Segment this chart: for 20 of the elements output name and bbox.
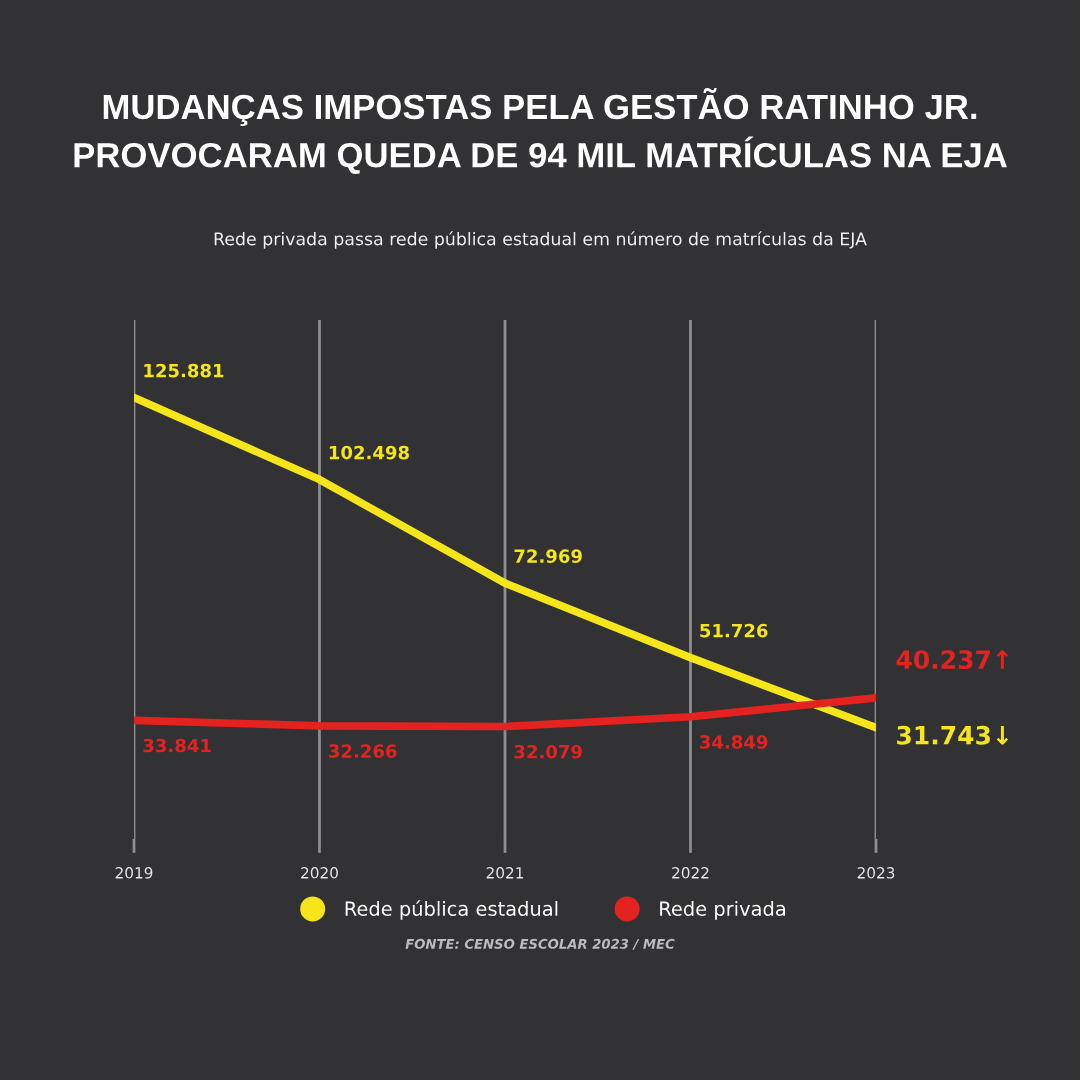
data-label: 32.079 [514, 744, 582, 759]
data-label: 51.726 [700, 623, 768, 638]
data-label: 40.237↑ [896, 650, 1009, 670]
data-label: 34.849 [700, 735, 768, 749]
data-label: 102.498 [329, 445, 409, 460]
data-label: 33.841 [143, 738, 211, 753]
data-label: 32.266 [329, 744, 397, 758]
x-tick-label: 2020 [301, 867, 338, 879]
x-tick-label: 2019 [115, 867, 153, 879]
x-tick-label: 2021 [486, 867, 524, 879]
data-label: 125.881 [144, 363, 224, 378]
x-tick-label: 2022 [672, 867, 709, 879]
source-note: FONTE: CENSO ESCOLAR 2023 / MEC [405, 938, 675, 950]
data-label: 72.969 [514, 549, 582, 563]
data-label: 31.743↓ [897, 725, 1009, 745]
x-tick-label: 2023 [857, 867, 895, 879]
chart-title: MUDANÇAS IMPOSTAS PELA GESTÃO RATINHO JR. PROVOCARAM QUEDA DE 94 MIL MATRÍCULAS NA EJA [74, 88, 1007, 174]
legend-label: Rede pública estadual [345, 900, 558, 920]
legend-label: Rede privada [660, 900, 785, 920]
chart-subtitle: Rede privada passa rede pública estadual em número de matrículas da EJA [214, 231, 867, 249]
